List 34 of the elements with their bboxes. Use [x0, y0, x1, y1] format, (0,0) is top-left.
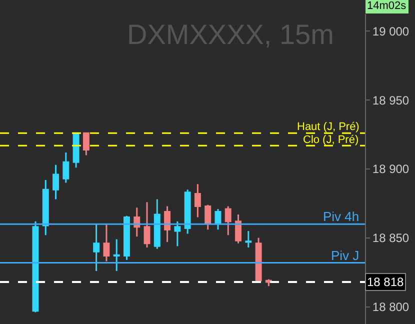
candlestick	[124, 215, 130, 261]
candlestick	[103, 223, 110, 262]
ref-line-label: Haut (J, Pré)	[297, 121, 360, 133]
ref-line-label: Piv 4h	[323, 209, 360, 224]
candlestick	[255, 237, 262, 283]
candlestick	[144, 201, 150, 248]
candlestick	[134, 206, 140, 238]
annotation: 18 818	[367, 275, 404, 289]
candlestick	[174, 220, 181, 247]
y-tick-label: 18 950	[372, 93, 410, 108]
candlestick	[93, 223, 100, 272]
candlestick	[42, 179, 49, 236]
candlestick	[164, 205, 171, 243]
candlestick	[214, 208, 222, 230]
candlestick	[194, 183, 201, 218]
candlestick	[82, 132, 90, 156]
candlestick	[113, 238, 120, 272]
candlestick	[184, 188, 191, 235]
candlestick	[235, 214, 242, 244]
candlestick	[154, 198, 160, 250]
y-tick-label: 19 000	[372, 24, 410, 38]
candlestick	[204, 204, 212, 230]
candlestick	[32, 220, 39, 314]
ref-line-label: Piv J	[331, 248, 360, 263]
candlestick	[52, 164, 59, 200]
candlestick	[245, 230, 252, 248]
y-tick-label: 18 900	[372, 162, 410, 176]
y-tick-label: 18 850	[372, 231, 410, 246]
candlestick	[224, 205, 232, 236]
ref-line-label: Clo (J, Pré)	[303, 134, 359, 146]
candlestick	[62, 152, 70, 184]
text: 14m02s	[367, 0, 407, 12]
y-tick-label: 18 800	[372, 300, 410, 314]
candlestick	[72, 132, 80, 168]
